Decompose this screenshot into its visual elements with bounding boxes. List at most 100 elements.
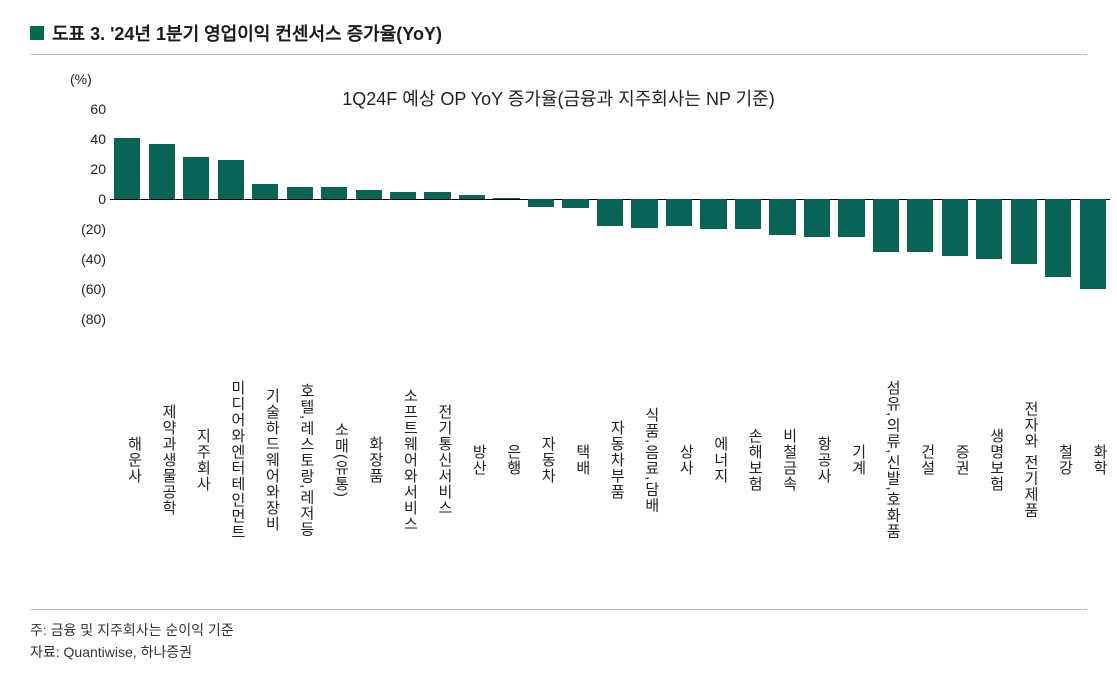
x-tick-label: 은행 (489, 329, 523, 589)
bars-container (110, 109, 1110, 319)
y-tick-label: 20 (90, 161, 106, 177)
x-tick-label: 소매(유통) (317, 329, 351, 589)
bar-slot (282, 109, 316, 319)
x-tick-label: 비철금속 (765, 329, 799, 589)
bar (769, 199, 795, 235)
bar (631, 199, 657, 228)
chart-area: (%) 1Q24F 예상 OP YoY 증가율(금융과 지주회사는 NP 기준)… (30, 75, 1087, 595)
x-tick-label: 전기통신서비스 (420, 329, 454, 589)
bar (459, 195, 485, 200)
x-tick-label: 건설 (903, 329, 937, 589)
bar-slot (144, 109, 178, 319)
bar (1045, 199, 1071, 277)
bar-slot (800, 109, 834, 319)
bar (562, 199, 588, 208)
footer-note: 주: 금융 및 지주회사는 순이익 기준 (30, 620, 1087, 640)
bar (183, 157, 209, 199)
bar-slot (662, 109, 696, 319)
x-tick-label: 상사 (662, 329, 696, 589)
bar (597, 199, 623, 226)
figure-title-row: 도표 3. '24년 1분기 영업이익 컨센서스 증가율(YoY) (30, 20, 1087, 55)
bar (493, 198, 519, 200)
bar (1080, 199, 1106, 289)
x-tick-label: 화학 (1076, 329, 1110, 589)
x-tick-label: 식품,음료,담배 (627, 329, 661, 589)
bar (321, 187, 347, 199)
bar-slot (248, 109, 282, 319)
bar (252, 184, 278, 199)
bar (804, 199, 830, 237)
y-tick-label: (40) (81, 251, 106, 267)
x-tick-label: 기계 (834, 329, 868, 589)
bar-slot (938, 109, 972, 319)
bar-slot (593, 109, 627, 319)
x-tick-label: 증권 (938, 329, 972, 589)
bar (218, 160, 244, 199)
bar-slot (627, 109, 661, 319)
bar (907, 199, 933, 252)
bar-slot (489, 109, 523, 319)
x-tick-label: 제약과생물공학 (144, 329, 178, 589)
x-tick-label: 호텔,레스토랑,레저등 (282, 329, 316, 589)
bar (390, 192, 416, 200)
x-tick-label: 자동차부품 (593, 329, 627, 589)
bar-slot (765, 109, 799, 319)
chart-inner-title: 1Q24F 예상 OP YoY 증가율(금융과 지주회사는 NP 기준) (30, 85, 1087, 111)
x-tick-label: 자동차 (524, 329, 558, 589)
bar-slot (558, 109, 592, 319)
plot-region (110, 109, 1110, 319)
x-tick-label: 섬유,의류,신발,호화품 (869, 329, 903, 589)
y-tick-label: (20) (81, 221, 106, 237)
bar-slot (524, 109, 558, 319)
bar (976, 199, 1002, 259)
bar-slot (110, 109, 144, 319)
bar-slot (731, 109, 765, 319)
bar (356, 190, 382, 199)
bar-slot (696, 109, 730, 319)
x-tick-label: 전자와 전기제품 (1007, 329, 1041, 589)
x-tick-label: 화장품 (351, 329, 385, 589)
bar-slot (455, 109, 489, 319)
bar-slot (213, 109, 247, 319)
bar (424, 192, 450, 200)
bar-slot (834, 109, 868, 319)
x-tick-label: 손해보험 (731, 329, 765, 589)
x-tick-label: 철강 (1041, 329, 1075, 589)
bar-slot (1076, 109, 1110, 319)
bar-slot (1007, 109, 1041, 319)
y-tick-label: 60 (90, 101, 106, 117)
bar (114, 138, 140, 200)
bar (528, 199, 554, 207)
bar (873, 199, 899, 252)
y-tick-label: (80) (81, 311, 106, 327)
bar-slot (179, 109, 213, 319)
bar (287, 187, 313, 199)
bar (700, 199, 726, 229)
footer: 주: 금융 및 지주회사는 순이익 기준 자료: Quantiwise, 하나증… (30, 609, 1087, 662)
x-tick-label: 해운사 (110, 329, 144, 589)
x-tick-label: 생명보험 (972, 329, 1006, 589)
bar-slot (386, 109, 420, 319)
x-tick-label: 에너지 (696, 329, 730, 589)
bar (149, 144, 175, 200)
bar (838, 199, 864, 237)
x-axis-labels: 해운사제약과생물공학지주회사미디어와엔터테인먼트기술하드웨어와장비호텔,레스토랑… (110, 329, 1110, 589)
bar-slot (317, 109, 351, 319)
bar (666, 199, 692, 226)
x-tick-label: 미디어와엔터테인먼트 (213, 329, 247, 589)
bar-slot (351, 109, 385, 319)
footer-source: 자료: Quantiwise, 하나증권 (30, 642, 1087, 662)
bar-slot (869, 109, 903, 319)
bar-slot (972, 109, 1006, 319)
x-tick-label: 방산 (455, 329, 489, 589)
bar-slot (420, 109, 454, 319)
y-tick-label: (60) (81, 281, 106, 297)
bar-slot (903, 109, 937, 319)
title-bullet (30, 26, 44, 40)
bar (1011, 199, 1037, 264)
x-tick-label: 지주회사 (179, 329, 213, 589)
bar (735, 199, 761, 229)
y-tick-label: 0 (98, 191, 106, 207)
bar-slot (1041, 109, 1075, 319)
figure-title: 도표 3. '24년 1분기 영업이익 컨센서스 증가율(YoY) (52, 20, 442, 46)
